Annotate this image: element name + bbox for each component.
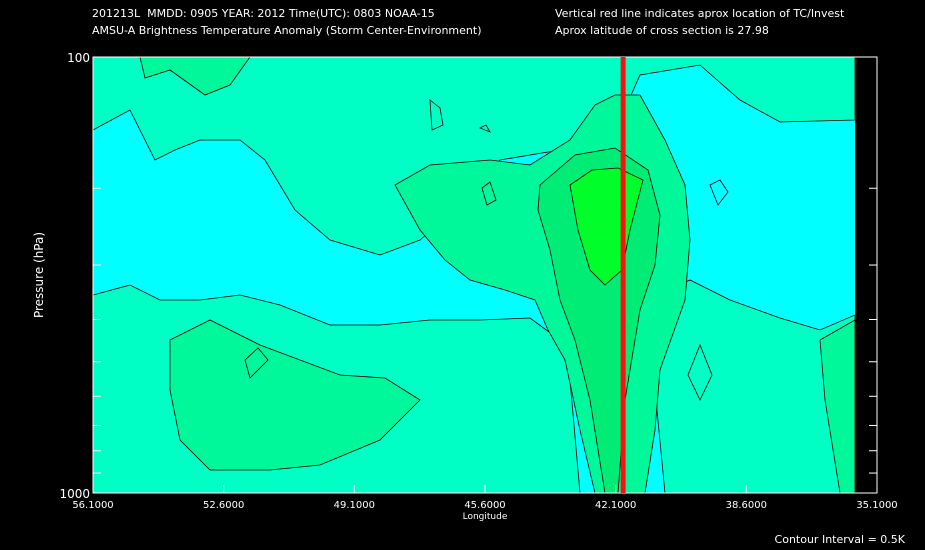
small-contour-blob xyxy=(481,181,497,206)
y-axis-label: Pressure (hPa) xyxy=(32,232,46,318)
small-contour-blob xyxy=(479,124,491,133)
small-contour-blob xyxy=(709,179,729,206)
header-chart-title: AMSU-A Brightness Temperature Anomaly (S… xyxy=(92,24,482,37)
x-axis-label: Longitude xyxy=(463,512,508,522)
region-light-green-right xyxy=(819,319,855,493)
x-tick-label: 45.6000 xyxy=(464,500,505,511)
region-light-green-top xyxy=(139,57,251,96)
x-tick-label: 52.6000 xyxy=(203,500,244,511)
x-axis-ticks: 56.1000 52.6000 49.1000 45.6000 42.1000 38.60… xyxy=(72,485,898,511)
small-contour-blob xyxy=(687,343,713,401)
y-axis-ticks: 100 1000 xyxy=(59,51,877,501)
header-latitude-note: Aprox latitude of cross section is 27.98 xyxy=(555,24,769,37)
x-tick-label: 49.1000 xyxy=(334,500,375,511)
no-data-strip xyxy=(855,57,877,493)
x-tick-label: 38.6000 xyxy=(726,500,767,511)
y-tick-label: 1000 xyxy=(59,487,90,501)
contour-interval-label: Contour Interval = 0.5K xyxy=(774,533,905,546)
small-contour-blob xyxy=(429,99,444,131)
region-light-green-left xyxy=(169,319,421,471)
x-tick-label: 42.1000 xyxy=(595,500,636,511)
region-aqua-right-lower xyxy=(644,279,855,493)
small-contour-blob xyxy=(244,347,269,379)
x-tick-label: 35.1000 xyxy=(856,500,897,511)
region-aqua-upper xyxy=(93,57,855,256)
x-tick-label: 56.1000 xyxy=(72,500,113,511)
header-red-line-note: Vertical red line indicates aprox locati… xyxy=(555,7,845,20)
header-satellite-info: 201213L MMDD: 0905 YEAR: 2012 Time(UTC):… xyxy=(92,7,435,20)
y-tick-label: 100 xyxy=(67,51,90,65)
